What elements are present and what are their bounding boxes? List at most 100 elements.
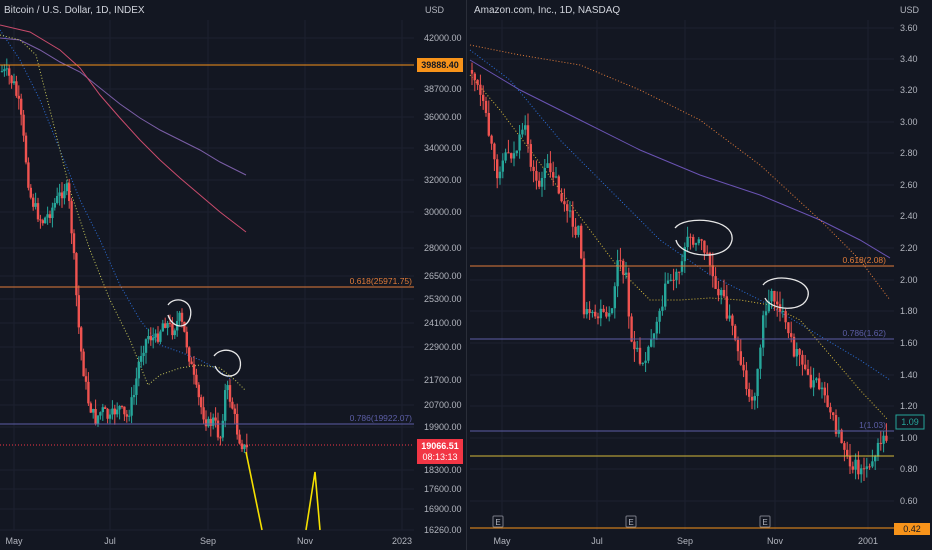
candle-body <box>599 308 602 319</box>
candle-body <box>823 387 826 396</box>
candle-body <box>689 236 692 238</box>
candle-body <box>185 331 188 348</box>
candle-body <box>166 322 169 328</box>
earnings-event-marker[interactable] <box>759 515 771 528</box>
candle-body <box>147 336 150 340</box>
candle-body <box>731 315 734 326</box>
candle-body <box>34 203 37 207</box>
circle-annotation <box>167 299 192 327</box>
moving-average-line <box>469 74 889 421</box>
bitcoin-chart-panel[interactable]: 0.618(25971.75) 0.786(19922.07) Bitcoin /… <box>0 5 463 546</box>
candle-body <box>812 380 815 388</box>
candle-body <box>226 385 229 391</box>
price-level-label: 1(1.03) <box>859 420 886 430</box>
candle-body <box>815 378 818 381</box>
x-tick-label: 2001 <box>858 536 878 546</box>
candle-body <box>58 192 61 196</box>
y-tick-label: 20700.00 <box>424 400 462 410</box>
candle-body <box>529 144 532 167</box>
candle-body <box>725 296 728 319</box>
candle-body <box>36 203 40 220</box>
candle-body <box>885 435 888 441</box>
y-tick-label: 2.00 <box>900 275 918 285</box>
candle-body <box>92 409 95 413</box>
right-x-ticks: May Jul Sep Nov 2001 <box>493 536 878 546</box>
x-tick-label: Nov <box>297 536 314 546</box>
y-tick-label: 19900.00 <box>424 422 462 432</box>
earnings-event-label: E <box>762 518 767 527</box>
candle-body <box>144 339 148 353</box>
candle-body <box>647 346 650 361</box>
candle-body <box>661 306 664 311</box>
candle-body <box>214 417 217 421</box>
earnings-event-marker[interactable] <box>625 515 637 528</box>
candle-body <box>672 279 675 281</box>
candle-body <box>837 429 840 434</box>
left-y-axis-label: USD <box>425 5 445 15</box>
earnings-event-label: E <box>495 518 500 527</box>
candle-body <box>3 69 6 72</box>
y-tick-label: 3.00 <box>900 117 918 127</box>
candle-body <box>686 236 689 248</box>
right-y-axis-label: USD <box>900 5 920 15</box>
y-tick-label: 21700.00 <box>424 375 462 385</box>
candle-body <box>20 98 23 115</box>
candle-body <box>566 204 569 211</box>
right-grid <box>470 20 894 530</box>
candle-body <box>39 219 42 221</box>
candle-body <box>804 364 807 370</box>
candle-body <box>192 364 196 375</box>
y-tick-label: 16260.00 <box>424 525 462 535</box>
candle-body <box>580 225 583 259</box>
amazon-chart-panel[interactable]: 0.618(2.08) 0.786(1.62) 1(1.03) Amazon.com… <box>469 5 930 546</box>
y-tick-label: 3.60 <box>900 23 918 33</box>
candle-body <box>501 160 504 172</box>
candle-body <box>809 374 812 388</box>
candle-body <box>180 312 184 322</box>
candle-body <box>697 239 700 244</box>
candle-body <box>32 197 35 207</box>
x-tick-label: Sep <box>677 536 693 546</box>
candle-body <box>108 414 112 419</box>
candle-body <box>140 356 143 362</box>
candle-body <box>156 333 160 342</box>
y-tick-label: 1.40 <box>900 370 918 380</box>
candle-body <box>756 368 759 397</box>
candle-body <box>728 315 731 319</box>
y-tick-label: 42000.00 <box>424 33 462 43</box>
moving-average-line <box>0 29 233 381</box>
y-tick-label: 2.80 <box>900 148 918 158</box>
y-tick-label: 32000.00 <box>424 175 462 185</box>
candle-body <box>202 407 205 420</box>
candle-body <box>518 134 521 151</box>
candle-body <box>479 84 482 95</box>
candle-body <box>207 418 210 427</box>
bottom-price-badge <box>894 523 930 535</box>
earnings-event-marker[interactable] <box>492 515 504 528</box>
candle-body <box>764 311 768 316</box>
candle-body <box>790 333 793 337</box>
candle-body <box>216 420 220 438</box>
candle-body <box>75 253 78 296</box>
left-moving-averages <box>0 24 247 391</box>
candle-body <box>700 239 703 241</box>
candle-body <box>602 308 605 313</box>
candle-body <box>44 217 47 224</box>
candle-body <box>703 240 706 253</box>
candle-body <box>482 94 485 101</box>
candle-body <box>664 283 667 307</box>
moving-average-line <box>0 34 246 391</box>
candle-body <box>762 315 765 348</box>
candle-body <box>781 311 784 313</box>
candle-body <box>5 68 8 70</box>
candle-body <box>860 468 863 475</box>
candle-body <box>711 265 714 277</box>
candle-body <box>846 449 849 456</box>
candle-body <box>862 468 866 470</box>
candle-body <box>524 125 527 130</box>
candle-body <box>848 455 852 467</box>
x-tick-label: Sep <box>200 536 216 546</box>
candle-body <box>868 466 871 468</box>
